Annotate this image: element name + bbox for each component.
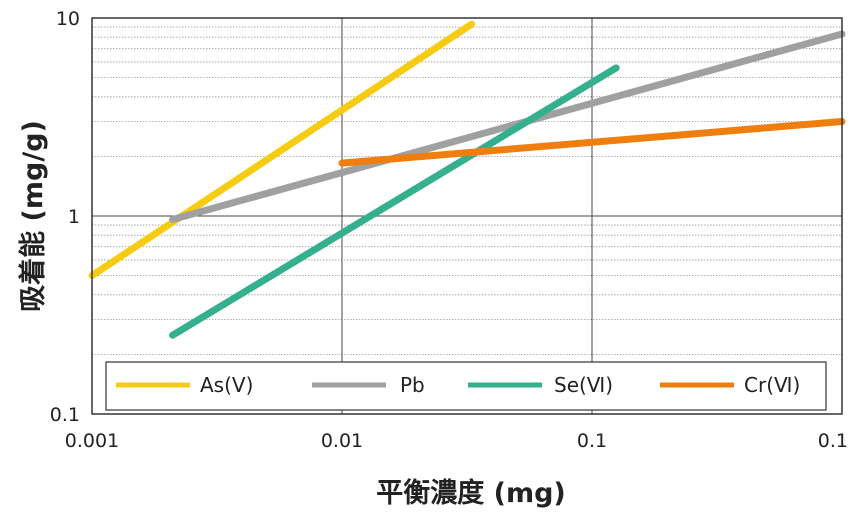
series-line — [338, 118, 846, 167]
x-tick-label: 0.01 — [321, 430, 363, 452]
x-tick-label: 0.1 — [818, 430, 848, 452]
legend: As(Ⅴ) Pb Se(Ⅵ) Cr(Ⅵ) — [105, 361, 827, 411]
y-axis-title: 吸着能 (mg/g) — [17, 120, 49, 312]
legend-label: Cr(Ⅵ) — [744, 373, 800, 397]
legend-label: Se(Ⅵ) — [554, 373, 613, 397]
legend-label: Pb — [400, 373, 425, 397]
x-tick-label: 0.1 — [577, 430, 607, 452]
series-line — [169, 64, 620, 339]
series-line — [88, 20, 476, 280]
y-tick-label: 0.1 — [50, 404, 80, 426]
legend-label: As(Ⅴ) — [200, 373, 253, 397]
y-tick-label: 1 — [68, 206, 80, 228]
series-line — [169, 30, 846, 223]
y-tick-label: 10 — [56, 8, 80, 30]
plot-frame — [91, 17, 843, 415]
x-tick-label: 0.001 — [65, 430, 119, 452]
x-axis-title: 平衡濃度 (mg) — [376, 477, 566, 509]
minor-grid — [92, 26, 842, 355]
series-lines — [88, 20, 846, 339]
